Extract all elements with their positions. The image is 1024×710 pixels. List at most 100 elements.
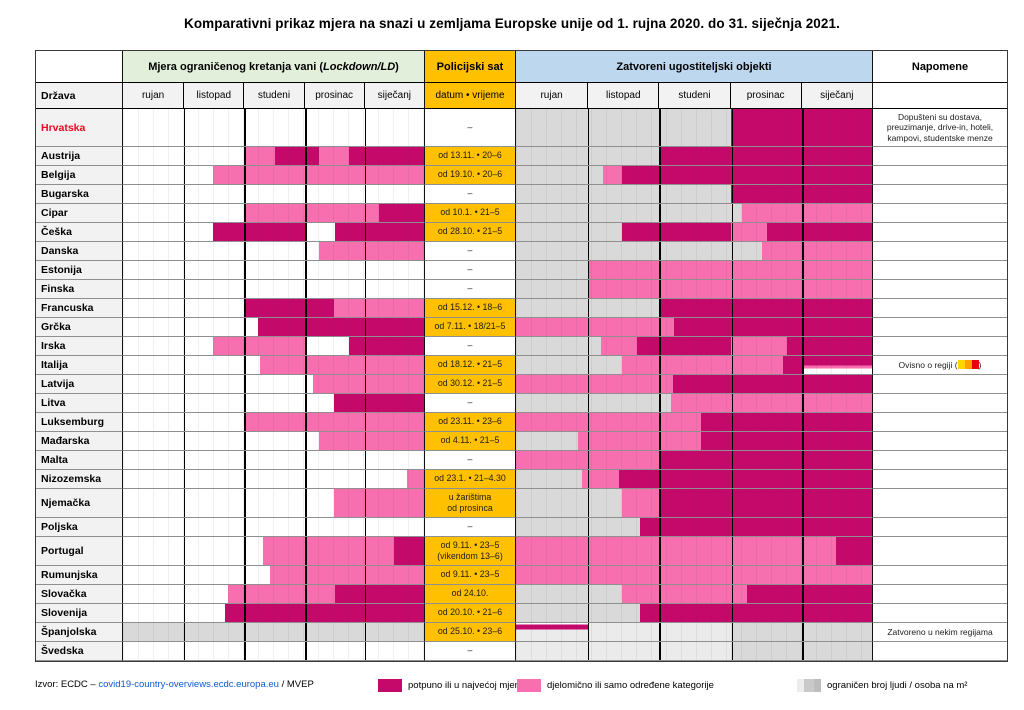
month-divider	[305, 470, 307, 488]
month-divider	[183, 375, 185, 393]
measure-segment-D	[244, 299, 334, 317]
month-divider	[183, 318, 185, 336]
month-divider	[305, 489, 307, 517]
note-cell: Ovisno o regiji ()	[873, 356, 1007, 375]
month-divider	[659, 451, 661, 469]
month-divider	[365, 223, 367, 241]
month-divider	[244, 375, 246, 393]
header-corner-cell	[36, 51, 123, 83]
month-divider	[244, 261, 246, 279]
month-divider	[731, 223, 734, 241]
month-divider	[305, 537, 307, 565]
source-link[interactable]: covid19-country-overviews.ecdc.europa.eu	[98, 679, 279, 690]
month-divider	[244, 489, 246, 517]
measure-segment-P	[742, 204, 872, 222]
month-divider	[365, 432, 367, 450]
legend-swatch-partial	[517, 679, 541, 692]
month-divider	[802, 318, 804, 336]
month-divider	[244, 451, 246, 469]
measure-segment-D	[766, 223, 872, 241]
month-divider	[587, 204, 589, 222]
table-row: Španjolska od 25.10. • 23–6 Zatvoreno u ne…	[36, 623, 1007, 642]
month-divider	[244, 356, 246, 374]
month-divider	[183, 185, 185, 203]
measure-segment-G	[516, 394, 671, 412]
month-divider	[183, 518, 185, 536]
month-divider	[731, 413, 734, 431]
month-divider	[587, 642, 589, 660]
month-divider	[659, 394, 661, 412]
month-divider	[365, 394, 367, 412]
month-divider	[244, 394, 246, 412]
table-row: Francuska od 15.12. • 18–6	[36, 299, 1007, 318]
month-divider	[183, 242, 185, 260]
measure-segment-G	[516, 280, 588, 298]
header-lockdown-months: rujan listopad studeni prosinac siječanj	[123, 83, 425, 109]
note-cell	[873, 451, 1007, 470]
measure-segment-D	[659, 451, 872, 469]
month-header-listopad: listopad	[587, 83, 658, 108]
lockdown-timeline	[123, 280, 425, 299]
table-row: Švedska –	[36, 642, 1007, 661]
measure-segment-M	[802, 356, 872, 374]
legend-item-limited: ograničen broj ljudi / osoba na m²	[797, 679, 967, 692]
measure-segment-P	[333, 489, 424, 517]
month-divider	[802, 623, 804, 641]
month-divider	[659, 642, 661, 660]
table-row: Portugal od 9.11. • 23–5 (vikendom 13–6)	[36, 537, 1007, 566]
month-divider	[587, 585, 589, 603]
country-name: Luksemburg	[36, 413, 123, 432]
month-divider	[365, 451, 367, 469]
month-divider	[244, 642, 246, 660]
month-divider	[731, 604, 734, 622]
month-divider	[731, 451, 734, 469]
table-body: Hrvatska – Dopušteni su dostava, preuziman…	[36, 109, 1007, 661]
country-name: Litva	[36, 394, 123, 413]
note-cell	[873, 204, 1007, 223]
measure-segment-D	[639, 518, 872, 536]
catering-timeline	[516, 432, 873, 451]
month-divider	[365, 470, 367, 488]
measure-segment-P	[407, 470, 424, 488]
note-cell	[873, 147, 1007, 166]
month-divider	[731, 375, 734, 393]
measure-segment-P	[244, 413, 424, 431]
month-divider	[305, 375, 307, 393]
month-divider	[659, 166, 661, 184]
month-divider	[305, 280, 307, 298]
note-cell	[873, 604, 1007, 623]
month-divider	[365, 185, 367, 203]
month-divider	[183, 299, 185, 317]
lockdown-timeline	[123, 299, 425, 318]
measure-segment-G	[516, 261, 588, 279]
measure-segment-G	[516, 470, 582, 488]
table-row: Belgija od 19.10. • 20–6	[36, 166, 1007, 185]
month-divider	[305, 223, 307, 241]
month-divider	[183, 261, 185, 279]
month-divider	[802, 432, 804, 450]
country-name: Italija	[36, 356, 123, 375]
lockdown-timeline	[123, 223, 425, 242]
catering-timeline	[516, 375, 873, 394]
measure-segment-D	[786, 337, 872, 355]
table-row: Nizozemska od 23.1. • 21–4.30	[36, 470, 1007, 489]
month-divider	[244, 432, 246, 450]
curfew-cell: od 19.10. • 20–6	[425, 166, 516, 185]
measure-segment-P	[213, 166, 424, 184]
measure-segment-P	[516, 375, 673, 393]
catering-timeline	[516, 623, 873, 642]
catering-timeline	[516, 204, 873, 223]
curfew-cell: –	[425, 242, 516, 261]
month-divider	[731, 518, 734, 536]
month-divider	[305, 604, 307, 622]
curfew-cell: u žarištima od prosinca	[425, 489, 516, 518]
measure-segment-D	[672, 375, 872, 393]
month-divider	[659, 375, 661, 393]
month-divider	[183, 147, 185, 165]
catering-timeline	[516, 337, 873, 356]
table-row: Latvija od 30.12. • 21–5	[36, 375, 1007, 394]
table-row: Malta –	[36, 451, 1007, 470]
country-name: Hrvatska	[36, 109, 123, 147]
month-divider	[305, 451, 307, 469]
month-divider	[587, 337, 589, 355]
